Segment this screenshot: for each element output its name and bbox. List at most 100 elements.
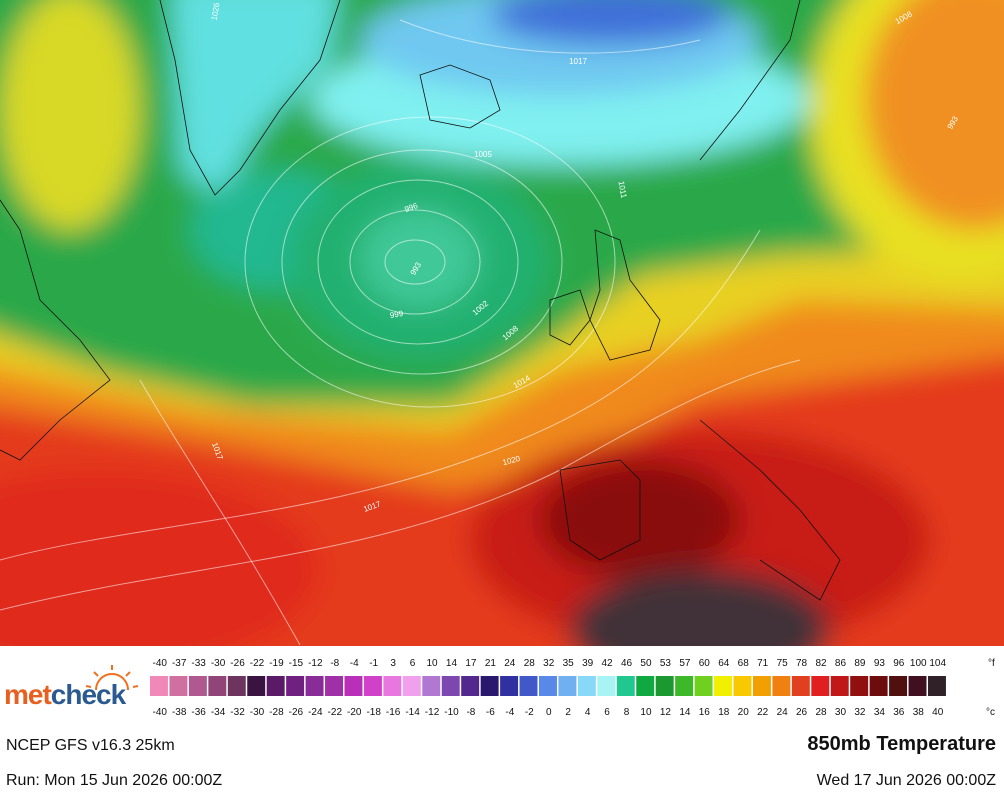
legend: -40 -38 -36 -34 -32 -30 -28 -26 -24 -22 -20 -18 -16-… (150, 658, 995, 718)
legend-swatch (558, 676, 577, 696)
legend-swatch (889, 676, 908, 696)
legend-c-label: 36 (893, 707, 905, 718)
legend-c-label: -18 (366, 707, 381, 718)
legend-f-label: 71 (757, 658, 769, 669)
legend-swatch (480, 676, 499, 696)
isobar-label: 1026 (210, 1, 222, 21)
legend-c-label: -8 (466, 707, 475, 718)
legend-f-label: 104 (929, 658, 946, 669)
legend-swatch (597, 676, 616, 696)
legend-f-label: 17 (465, 658, 477, 669)
legend-c-label: 32 (854, 707, 866, 718)
legend-f-label: 3 (390, 658, 396, 669)
legend-f-label: -26 (230, 658, 245, 669)
legend-c-label: 12 (660, 707, 672, 718)
legend-swatch (733, 676, 752, 696)
legend-swatch (636, 676, 655, 696)
legend-swatch (286, 676, 305, 696)
legend-swatch (305, 676, 324, 696)
isobar-label: 1005 (474, 150, 492, 159)
legend-f-label: 93 (874, 658, 886, 669)
legend-f-label: -30 (211, 658, 226, 669)
legend-c-label: -10 (444, 707, 459, 718)
legend-c-label: -20 (347, 707, 362, 718)
legend-unit-f: °f (988, 658, 995, 669)
legend-swatch (675, 676, 694, 696)
legend-f-label: -12 (308, 658, 323, 669)
legend-swatch (811, 676, 830, 696)
legend-swatch (908, 676, 927, 696)
legend-c-label: -4 (505, 707, 514, 718)
legend-swatch (655, 676, 674, 696)
legend-swatch (325, 676, 343, 696)
legend-f-label: 60 (699, 658, 711, 669)
legend-swatch (772, 676, 791, 696)
legend-f-label: -15 (289, 658, 304, 669)
legend-f-label: 64 (718, 658, 730, 669)
legend-f-label: 89 (854, 658, 866, 669)
logo-met: met (4, 679, 51, 710)
model-name: NCEP GFS v16.3 25km (6, 737, 175, 754)
legend-f-label: -8 (330, 658, 339, 669)
legend-f-label: 10 (426, 658, 438, 669)
legend-c-label: 14 (679, 707, 691, 718)
legend-c-label: 40 (932, 707, 944, 718)
legend-f-label: 39 (582, 658, 594, 669)
legend-f-label: 82 (815, 658, 827, 669)
legend-f-label: 35 (563, 658, 575, 669)
legend-swatch (519, 676, 538, 696)
legend-f-label: 57 (679, 658, 691, 669)
legend-swatch (577, 676, 596, 696)
legend-swatch (752, 676, 771, 696)
legend-c-label: -30 (250, 707, 265, 718)
legend-f-label: 42 (602, 658, 614, 669)
legend-swatch (850, 676, 869, 696)
legend-c-label: 26 (796, 707, 808, 718)
legend-swatch (383, 676, 402, 696)
legend-c-label: -16 (386, 707, 401, 718)
legend-c-label: -12 (425, 707, 440, 718)
run-time: Run: Mon 15 Jun 2026 00:00Z (6, 772, 222, 789)
legend-c-label: 38 (913, 707, 925, 718)
legend-swatch (791, 676, 810, 696)
legend-c-label: 30 (835, 707, 847, 718)
legend-c-label: -14 (405, 707, 420, 718)
legend-c-label: 2 (565, 707, 571, 718)
legend-f-label: 100 (910, 658, 927, 669)
legend-c-label: 16 (699, 707, 711, 718)
legend-c-label: -6 (486, 707, 495, 718)
logo-check: check (51, 679, 127, 710)
legend-swatch (616, 676, 635, 696)
legend-f-label: 6 (410, 658, 416, 669)
legend-swatch (188, 676, 207, 696)
legend-f-label: -40 (152, 658, 167, 669)
legend-swatch (363, 676, 382, 696)
legend-f-label: 96 (893, 658, 905, 669)
legend-c-label: 6 (604, 707, 610, 718)
legend-c-label: 20 (738, 707, 750, 718)
coastlines (0, 0, 841, 601)
legend-unit-c: °c (986, 707, 995, 718)
isobars (0, 19, 801, 646)
legend-swatch (441, 676, 460, 696)
legend-f-label: -22 (250, 658, 265, 669)
temperature-field (0, 0, 1004, 646)
legend-swatch (247, 676, 266, 696)
legend-swatch (422, 676, 441, 696)
legend-f-label: 50 (640, 658, 652, 669)
legend-c-label: 10 (640, 707, 652, 718)
isobar-label: 996 (403, 201, 419, 214)
legend-c-label: 18 (718, 707, 730, 718)
legend-f-label: 46 (621, 658, 633, 669)
legend-f-label: 28 (524, 658, 536, 669)
legend-c-label: -22 (328, 707, 343, 718)
legend-c-label: 28 (815, 707, 827, 718)
valid-time: Wed 17 Jun 2026 00:00Z (817, 772, 997, 789)
legend-swatch (869, 676, 888, 696)
legend-swatch (500, 676, 519, 696)
legend-swatch (344, 676, 363, 696)
legend-f-label: 86 (835, 658, 847, 669)
legend-f-label: 21 (485, 658, 497, 669)
legend-swatch (714, 676, 732, 696)
legend-swatch (830, 676, 849, 696)
